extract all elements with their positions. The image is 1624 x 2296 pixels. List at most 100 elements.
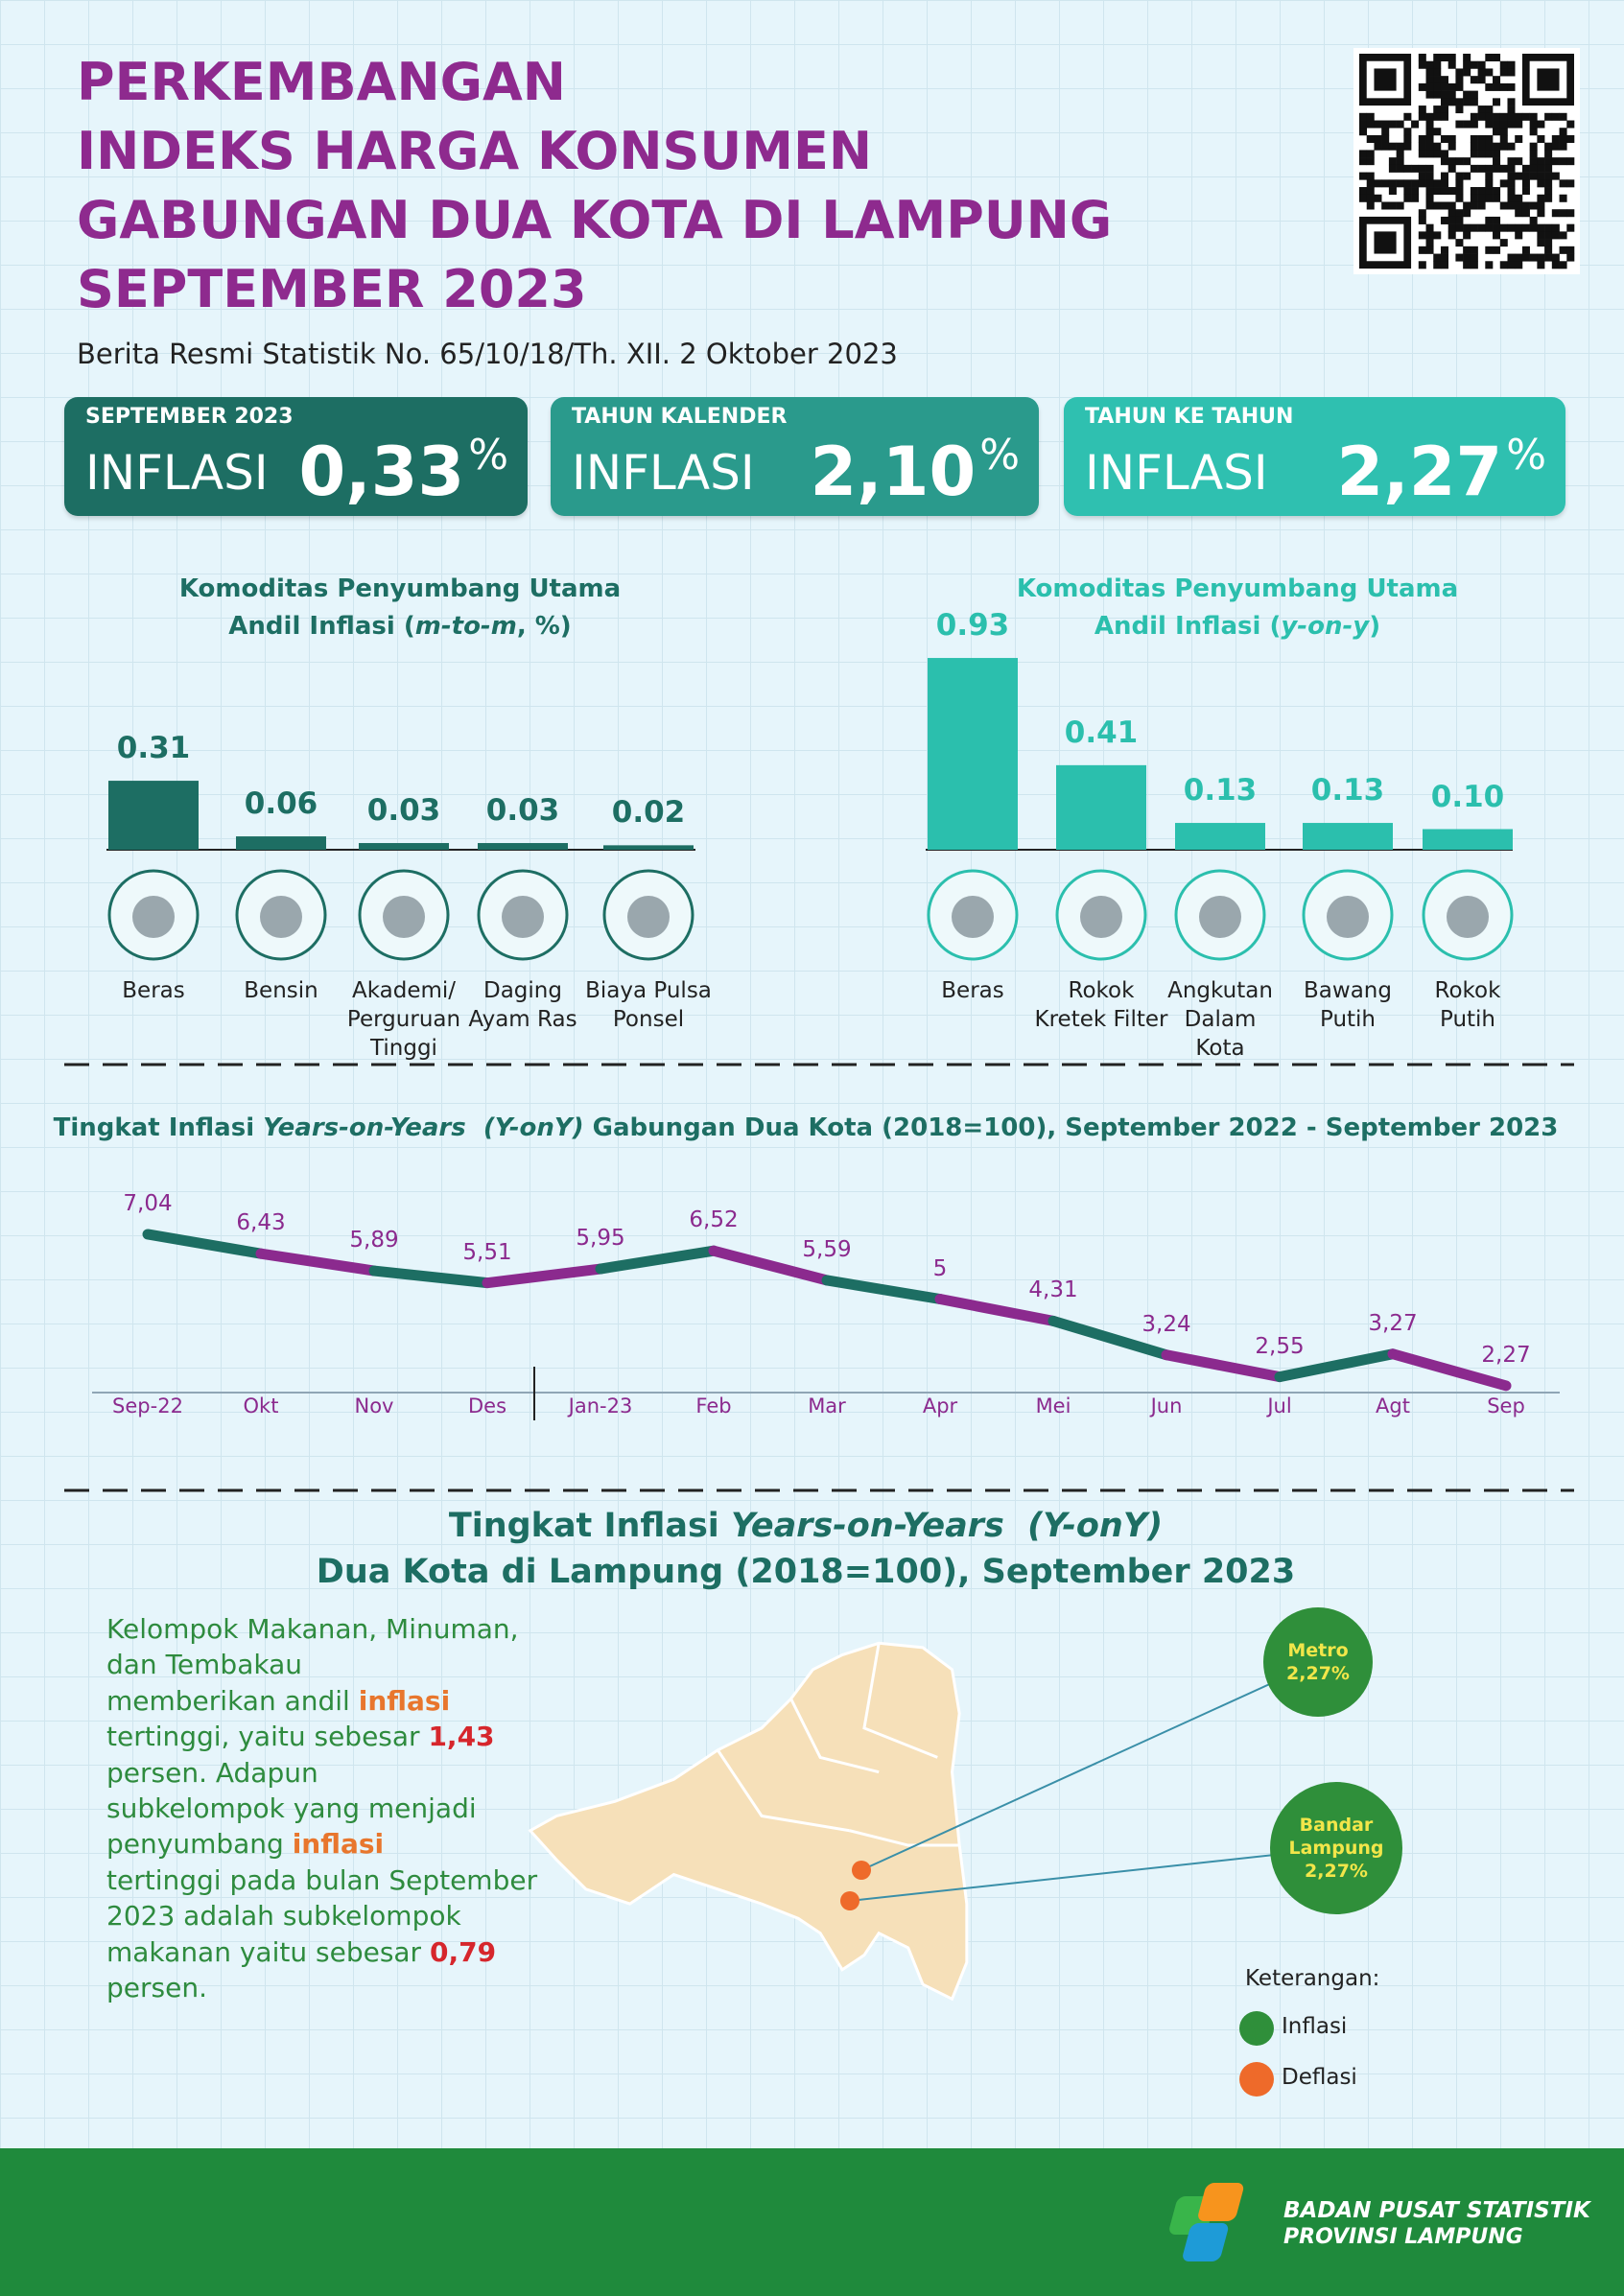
value-label: 0.31 (116, 731, 191, 766)
qr-cell (1470, 90, 1478, 99)
card-text: INFLASI (1085, 445, 1268, 501)
category-label: Bawang Putih (1304, 978, 1392, 1032)
qr-cell (1559, 261, 1567, 269)
paragraph-text: Kelompok Makanan, Minuman, dan Tembakau … (106, 1613, 519, 1717)
x-tick-label: Jan-23 (568, 1394, 633, 1417)
qr-cell (1433, 68, 1442, 77)
qr-cell (1566, 209, 1575, 218)
qr-cell (1493, 187, 1501, 196)
qr-cell (1559, 179, 1567, 188)
paragraph-text: persen. Adapun subkelompok yang menjadi … (106, 1756, 477, 1861)
card-text: INFLASI (572, 445, 755, 501)
qr-cell (1566, 134, 1575, 143)
category-label: Biaya Pulsa Ponsel (585, 978, 712, 1032)
qr-cell (1551, 142, 1560, 151)
qr-cell (1551, 231, 1560, 240)
qr-cell (1440, 157, 1448, 166)
qr-cell (1521, 223, 1530, 232)
icon (383, 896, 425, 938)
x-tick-label: Mar (808, 1394, 846, 1417)
paragraph-text: tertinggi, yaitu sebesar (106, 1721, 420, 1753)
qr-cell (1566, 179, 1575, 188)
qr-cell (1425, 60, 1434, 69)
qr-cell (1440, 134, 1448, 143)
qr-cell (1455, 216, 1464, 224)
qr-cell (1388, 179, 1397, 188)
city-dot (840, 1891, 859, 1910)
qr-cell (1515, 253, 1523, 262)
qr-cell (1433, 90, 1442, 99)
qr-cell (1455, 239, 1464, 247)
qr-cell (1433, 187, 1442, 196)
line-segment (821, 1275, 946, 1304)
qr-cell (1544, 142, 1553, 151)
x-tick-label: Des (467, 1394, 507, 1417)
qr-cell (1447, 98, 1456, 106)
qr-cell (1499, 261, 1508, 269)
qr-cell (1529, 253, 1538, 262)
qr-cell (1425, 68, 1434, 77)
qr-cell (1544, 112, 1553, 121)
qr-cell (1521, 187, 1530, 196)
qr-cell (1440, 187, 1448, 196)
qr-cell (1403, 112, 1412, 121)
subtitle-part: m-to-m (414, 612, 517, 641)
qr-cell (1433, 60, 1442, 69)
qr-cell (1366, 194, 1375, 202)
line-segment (255, 1248, 380, 1277)
qr-cell (1485, 150, 1494, 158)
title-part: Gabungan Dua Kota (2018=100), September … (583, 1113, 1559, 1142)
qr-cell (1359, 150, 1368, 158)
qr-cell (1521, 179, 1530, 188)
qr-cell (1470, 246, 1478, 254)
qr-cell (1374, 120, 1382, 129)
title-line: INDEKS HARGA KONSUMEN (77, 121, 873, 181)
qr-cell (1493, 194, 1501, 202)
qr-cell (1544, 150, 1553, 158)
qr-cell (1507, 223, 1516, 232)
qr-cell (1537, 201, 1545, 210)
card-text: INFLASI (85, 445, 269, 501)
qr-cell (1418, 142, 1426, 151)
qr-cell (1359, 172, 1368, 180)
value-label: 2,27 (1481, 1342, 1531, 1368)
x-tick-label: Agt (1376, 1394, 1410, 1417)
value-label: 0.03 (485, 793, 560, 829)
value-label: 0.41 (1064, 715, 1139, 750)
qr-cell (1515, 223, 1523, 232)
qr-cell (1440, 105, 1448, 114)
qr-cell (1447, 209, 1456, 218)
subtitle-part: Andil Inflasi ( (228, 612, 415, 641)
qr-cell (1485, 246, 1494, 254)
value-label: 0.13 (1310, 773, 1385, 808)
qr-cell (1396, 201, 1404, 210)
qr-cell (1440, 54, 1448, 62)
card-value-wrap: 2,10% (810, 432, 1020, 512)
qr-cell (1425, 128, 1434, 136)
qr-cell (1425, 164, 1434, 173)
qr-cell (1470, 201, 1478, 210)
qr-cell (1463, 120, 1471, 129)
value-label: 5,89 (349, 1228, 399, 1253)
qr-cell (1529, 172, 1538, 180)
inflation-card: TAHUN KALENDER INFLASI 2,10% (551, 397, 1039, 516)
value-label: 5,95 (576, 1226, 625, 1252)
qr-cell (1463, 60, 1471, 69)
x-tick-label: Sep (1487, 1394, 1525, 1417)
qr-cell (1433, 105, 1442, 114)
qr-cell (1515, 261, 1523, 269)
city-name: Metro (1287, 1640, 1349, 1661)
bar (108, 781, 199, 850)
qr-cell (1411, 164, 1420, 173)
card-unit: % (468, 431, 508, 480)
qr-cell (1470, 261, 1478, 269)
legend-swatch (1239, 2062, 1274, 2097)
qr-cell (1485, 172, 1494, 180)
qr-cell (1455, 105, 1464, 114)
qr-cell (1411, 120, 1420, 129)
title-line: SEPTEMBER 2023 (77, 259, 587, 319)
qr-cell (1425, 134, 1434, 143)
line-segment (708, 1245, 833, 1286)
qr-cell (1566, 120, 1575, 129)
qr-cell (1493, 98, 1501, 106)
